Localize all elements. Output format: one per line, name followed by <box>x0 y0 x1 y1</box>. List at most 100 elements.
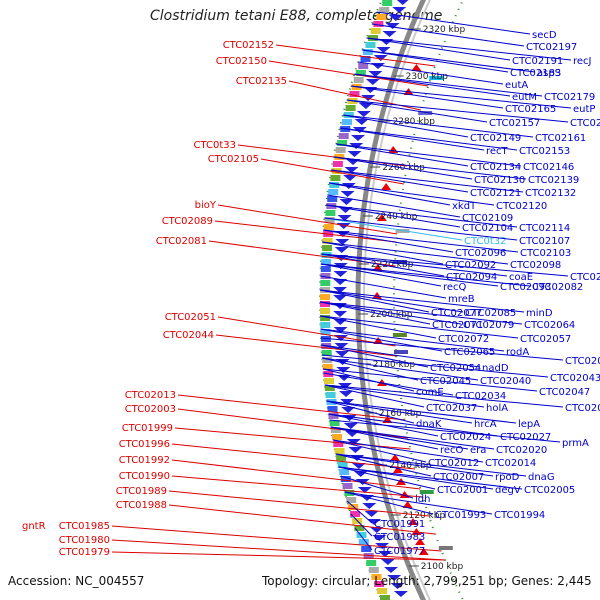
gene-feature-block <box>368 567 379 573</box>
gene-feature-block <box>328 413 339 419</box>
gene-feature-block <box>382 0 393 6</box>
gene-leader-line-left <box>215 334 397 357</box>
gene-marker <box>438 546 453 550</box>
gene-leader-line-right <box>323 368 538 392</box>
gene-leader-line-right <box>321 344 481 368</box>
gene-label-right: minD <box>526 308 553 319</box>
gene-label-right: CTC02065 <box>444 347 495 358</box>
gene-leader-line-right <box>322 368 415 392</box>
kbp-tick-label: 2320 kbp <box>423 25 466 35</box>
gene-label-left: CTC01985 <box>59 521 110 532</box>
forward-gene-arrow <box>372 535 387 541</box>
forward-gene-arrow <box>339 199 354 205</box>
gene-leader-line-left <box>171 459 421 490</box>
gene-leader-line-right <box>329 419 561 443</box>
gene-label-right: CTC02057 <box>520 334 571 345</box>
gene-feature-block <box>379 7 390 13</box>
gene-feature-block <box>334 448 345 454</box>
gene-feature-block <box>338 133 349 139</box>
gene-label-right: CTC02132 <box>525 188 576 199</box>
gene-leader-line-right <box>330 426 495 450</box>
gene-label-right: dnaG <box>528 472 555 483</box>
genome-backbone-inner <box>363 0 431 600</box>
reverse-gene-arrow <box>402 501 413 508</box>
forward-gene-arrow <box>376 47 391 53</box>
forward-gene-arrow <box>393 591 408 597</box>
gene-leader-line-right <box>319 301 462 325</box>
gene-feature-block <box>349 91 360 97</box>
gene-label-right: CTC02020 <box>496 445 547 456</box>
gene-leader-line-right <box>322 241 444 265</box>
gene-label-left: CTC02105 <box>208 154 259 165</box>
gene-label-right: CTC0t32 <box>464 236 507 247</box>
forward-gene-arrow <box>334 247 349 253</box>
gene-label-left: CTC02051 <box>165 312 216 323</box>
gene-label-right: CTC02005 <box>524 485 575 496</box>
gene-label-right: CTC02024 <box>440 432 491 443</box>
gene-feature-block <box>342 119 352 125</box>
forward-gene-arrow <box>333 271 348 277</box>
gene-leader-line-right <box>332 439 427 463</box>
gene-feature-block <box>361 546 372 552</box>
gene-leader-line-right <box>320 315 519 339</box>
gene-leader-line-right <box>324 384 564 408</box>
gene-feature-block <box>380 595 390 600</box>
gene-leader-line-right <box>321 253 445 277</box>
gene-label-right: CTC02096 <box>455 248 506 259</box>
kbp-tick-label: 2140 kbp <box>389 461 432 471</box>
gene-label-right: CTC02082 <box>532 282 583 293</box>
gene-label-left: CTC01999 <box>122 423 173 434</box>
gene-leader-line-right <box>330 426 469 450</box>
gene-feature-block <box>362 49 373 55</box>
gene-leader-line-right <box>335 453 527 477</box>
gene-label-right: CTC02064 <box>524 320 575 331</box>
gene-leader-line-right <box>346 99 488 123</box>
gene-label-left: gntR <box>22 521 46 532</box>
gene-feature-block <box>354 525 365 531</box>
gene-feature-block <box>322 364 333 370</box>
gene-label-right: CTC01993 <box>435 510 486 521</box>
map-title: Clostridium tetani E88, complete genome <box>150 8 443 24</box>
gene-label-right: eutA <box>505 80 528 91</box>
gene-feature-block <box>358 63 369 69</box>
gene-feature-block <box>320 280 331 286</box>
gene-label-right: CTC01994 <box>494 510 545 521</box>
reverse-gene-arrow <box>392 466 403 473</box>
gene-feature-block <box>329 182 340 188</box>
gene-feature-block <box>348 504 359 510</box>
gene-leader-line-right <box>325 204 518 228</box>
gene-leader-line-right <box>336 143 469 167</box>
gene-marker <box>419 490 434 494</box>
kbp-tick-label: 2300 kbp <box>406 72 449 82</box>
gene-leader-line-left <box>268 60 429 87</box>
genome-backbone <box>355 0 427 600</box>
gene-leader-line-right <box>342 114 534 138</box>
gene-label-right: CTC01977 <box>374 546 425 557</box>
gene-label-left: CTC02013 <box>125 390 176 401</box>
gene-leader-line-left <box>275 44 436 67</box>
gene-label-right: coaE <box>509 272 533 283</box>
gene-leader-line-right <box>326 400 517 424</box>
reverse-gene-arrow <box>390 454 400 461</box>
gene-label-left: CTC01988 <box>116 500 167 511</box>
gene-label-right: CTC02183 <box>510 68 561 79</box>
gene-label-right: CTC02092 <box>445 260 496 271</box>
gene-label-left: CTC01989 <box>116 486 167 497</box>
forward-gene-arrow <box>338 383 352 389</box>
gene-label-left: CTC01996 <box>119 439 170 450</box>
gene-leader-line-left <box>111 551 446 561</box>
gene-leader-line-right <box>323 372 454 396</box>
gene-leader-line-right <box>320 263 499 287</box>
gene-feature-block <box>320 315 331 321</box>
gene-label-right: mreB <box>448 294 475 305</box>
gene-leader-line-right <box>320 263 442 287</box>
gene-label-right: rpoD <box>495 472 520 483</box>
gene-feature-block <box>336 455 347 461</box>
gene-label-right: CTC02043 <box>550 373 600 384</box>
forward-gene-arrow <box>337 375 352 381</box>
gene-leader-line-right <box>326 400 473 424</box>
gene-leader-line-right <box>333 156 527 180</box>
forward-gene-arrow <box>335 351 349 357</box>
gene-leader-line-right <box>322 357 419 381</box>
